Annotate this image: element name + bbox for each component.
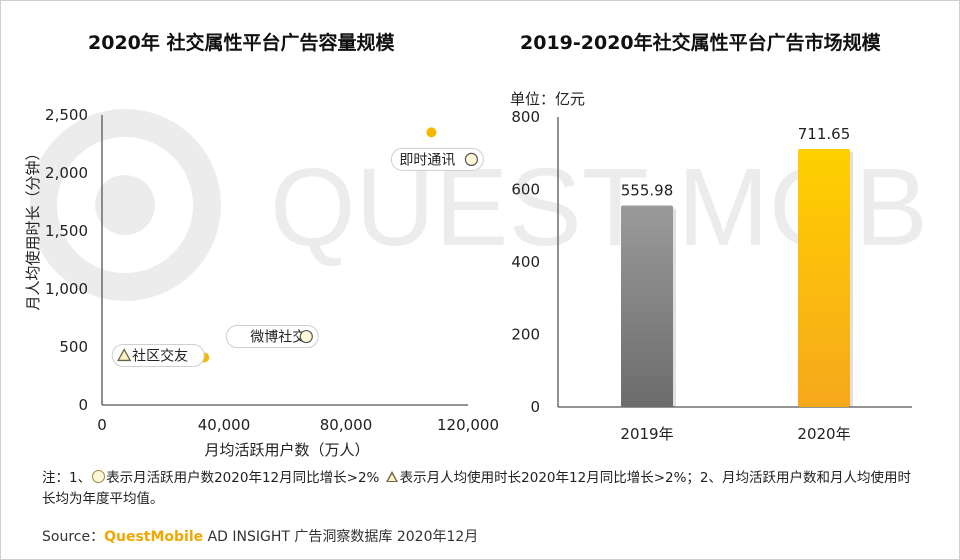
circle-legend-icon [92,470,106,483]
bar-category-label: 2020年 [797,425,850,443]
scatter-y-axis-title: 月人均使用时长（分钟） [24,145,42,310]
point-label-pill [225,325,319,349]
right-chart-title: 2019-2020年社交属性平台广告市场规模 [520,32,881,54]
scatter-chart: 0 500 1,000 1,500 2,000 2,500 0 40,000 80,000 12… [24,106,499,459]
scatter-point-group: 社区交友 [111,343,210,367]
scatter-point-group: 即时通讯 [390,127,484,171]
scatter-y-tick-label: 2,000 [45,164,88,182]
source-rest: AD INSIGHT 广告洞察数据库 2020年12月 [203,529,479,545]
point-label: 微博社交 [250,329,306,346]
bar-y-tick-label: 0 [530,398,540,416]
bar-unit-label: 单位：亿元 [510,90,585,108]
triangle-legend-icon [385,471,398,482]
left-chart-title: 2020年 社交属性平台广告容量规模 [88,32,395,54]
source-line: Source：QuestMobile AD INSIGHT 广告洞察数据库 20… [42,526,478,546]
scatter-y-tick-label: 0 [78,396,88,414]
bar [798,149,850,408]
footnote-circle-text: 表示月活跃用户数2020年12月同比增长>2% [106,470,380,486]
bar-y-tick-label: 400 [511,253,540,271]
bar-y-tick-label: 600 [511,181,540,199]
bar-value-label: 555.98 [621,181,674,199]
bar-y-tick-label: 200 [511,326,540,344]
scatter-x-axis-title: 月均活跃用户数（万人） [204,441,369,459]
footnote-prefix: 注：1、 [42,470,92,486]
bar-category-label: 2019年 [620,425,673,443]
scatter-x-tick-label: 0 [97,416,107,434]
point-label: 即时通讯 [399,152,455,168]
circle-mark-icon [299,329,313,344]
circle-mark-icon [464,152,478,166]
scatter-y-tick-label: 1,500 [45,222,88,240]
source-prefix: Source： [42,529,105,545]
scatter-point-group: 微博社交 [225,325,319,349]
bar-value-label: 711.65 [798,125,851,143]
scatter-x-tick-label: 80,000 [320,416,373,434]
point-label-pill [390,147,484,171]
footnote-triangle-text: 表示月人均使用时长2020年12月同比增长>2%；2、月均活跃用户数和月人均使用… [42,470,912,507]
triangle-mark-icon [117,348,132,362]
point-label: 社区交友 [132,347,188,364]
scatter-x-tick-label: 40,000 [198,416,251,434]
point-label-pill [111,343,205,367]
bar-y-tick-label: 800 [511,108,540,126]
scatter-y-tick-label: 500 [59,338,88,356]
scatter-x-tick-label: 120,000 [437,416,499,434]
scatter-y-tick-label: 1,000 [45,280,88,298]
scatter-point [426,127,437,138]
footnote: 注：1、 表示月活跃用户数2020年12月同比增长>2% 表示月人均使用时长202… [42,468,922,510]
bar [621,205,673,407]
bar-chart: 单位：亿元 0 200 400 600 800 555.98 2019年 711.65 202… [510,90,912,443]
source-brand: QuestMobile [104,529,204,545]
scatter-y-tick-label: 2,500 [45,106,88,124]
